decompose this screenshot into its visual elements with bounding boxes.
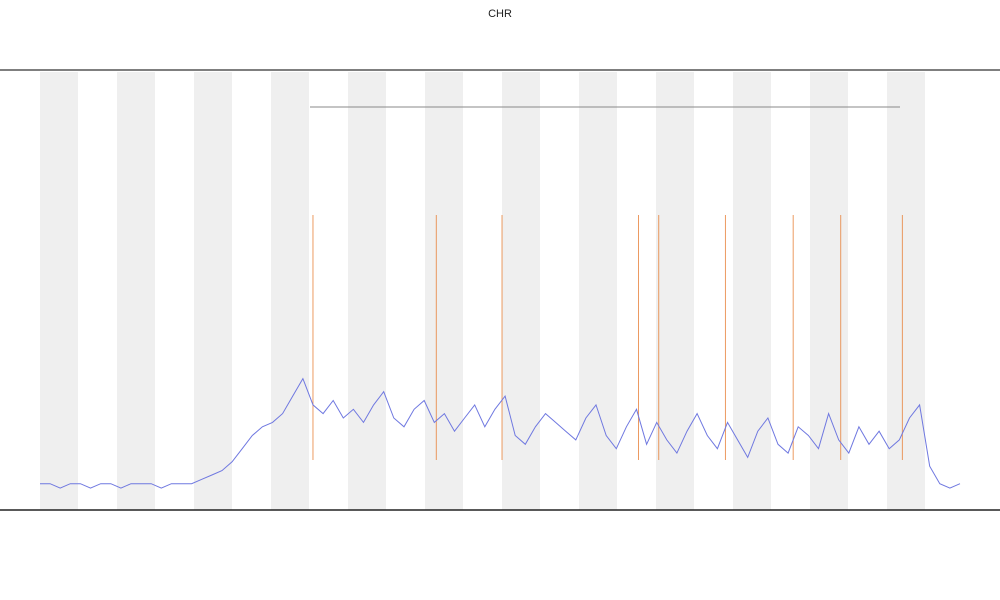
- band: [656, 72, 694, 510]
- band: [348, 72, 386, 510]
- band: [810, 72, 848, 510]
- band: [40, 72, 78, 510]
- band: [579, 72, 617, 510]
- band: [117, 72, 155, 510]
- band: [271, 72, 309, 510]
- band: [425, 72, 463, 510]
- chart-title: CHR: [488, 8, 512, 20]
- band: [733, 72, 771, 510]
- coverage-line: [40, 377, 961, 489]
- band: [502, 72, 540, 510]
- band: [194, 72, 232, 510]
- band: [887, 72, 925, 510]
